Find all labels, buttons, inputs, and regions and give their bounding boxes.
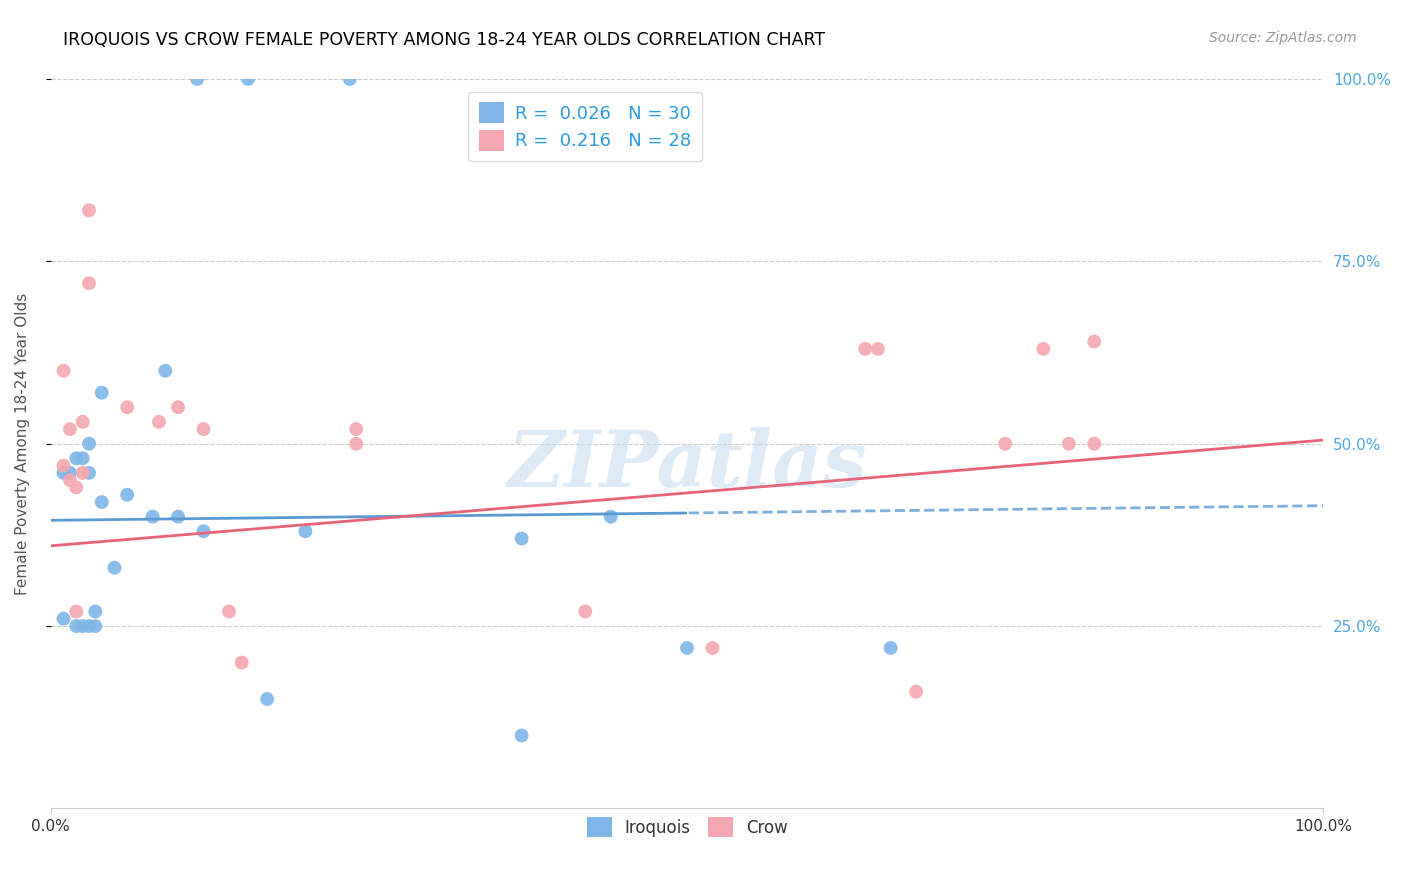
Y-axis label: Female Poverty Among 18-24 Year Olds: Female Poverty Among 18-24 Year Olds [15,293,30,595]
Point [574,605,596,619]
Point [72,451,94,466]
Point [59,466,82,480]
Point [115,488,138,502]
Legend: Iroquois, Crow: Iroquois, Crow [579,810,794,844]
Point [90,385,112,400]
Point [218,605,240,619]
Point [344,422,367,436]
Point [236,72,259,87]
Point [193,524,215,539]
Point [65,619,87,633]
Point [72,466,94,480]
Point [1083,436,1105,450]
Point [510,532,533,546]
Point [167,509,190,524]
Point [186,72,208,87]
Point [148,415,170,429]
Point [344,436,367,450]
Point [339,72,361,87]
Point [115,401,138,415]
Point [853,342,876,356]
Point [77,436,100,450]
Point [1057,436,1080,450]
Point [905,684,928,698]
Point [103,560,125,574]
Text: ZIPatlas: ZIPatlas [508,427,866,504]
Point [879,640,901,655]
Point [52,612,75,626]
Point [77,203,100,218]
Point [65,605,87,619]
Point [994,436,1017,450]
Point [1083,334,1105,349]
Point [142,509,165,524]
Point [77,277,100,291]
Point [294,524,316,539]
Text: IROQUOIS VS CROW FEMALE POVERTY AMONG 18-24 YEAR OLDS CORRELATION CHART: IROQUOIS VS CROW FEMALE POVERTY AMONG 18… [63,31,825,49]
Point [866,342,889,356]
Point [676,640,699,655]
Point [510,729,533,743]
Point [52,364,75,378]
Point [72,415,94,429]
Point [84,605,107,619]
Point [65,481,87,495]
Text: Source: ZipAtlas.com: Source: ZipAtlas.com [1209,31,1357,45]
Point [72,619,94,633]
Point [59,473,82,487]
Point [155,364,177,378]
Point [167,401,190,415]
Point [193,422,215,436]
Point [77,466,100,480]
Point [52,466,75,480]
Point [52,458,75,473]
Point [256,692,278,706]
Point [84,619,107,633]
Point [65,451,87,466]
Point [702,640,724,655]
Point [1032,342,1054,356]
Point [231,656,253,670]
Point [90,495,112,509]
Point [599,509,621,524]
Point [59,422,82,436]
Point [77,619,100,633]
